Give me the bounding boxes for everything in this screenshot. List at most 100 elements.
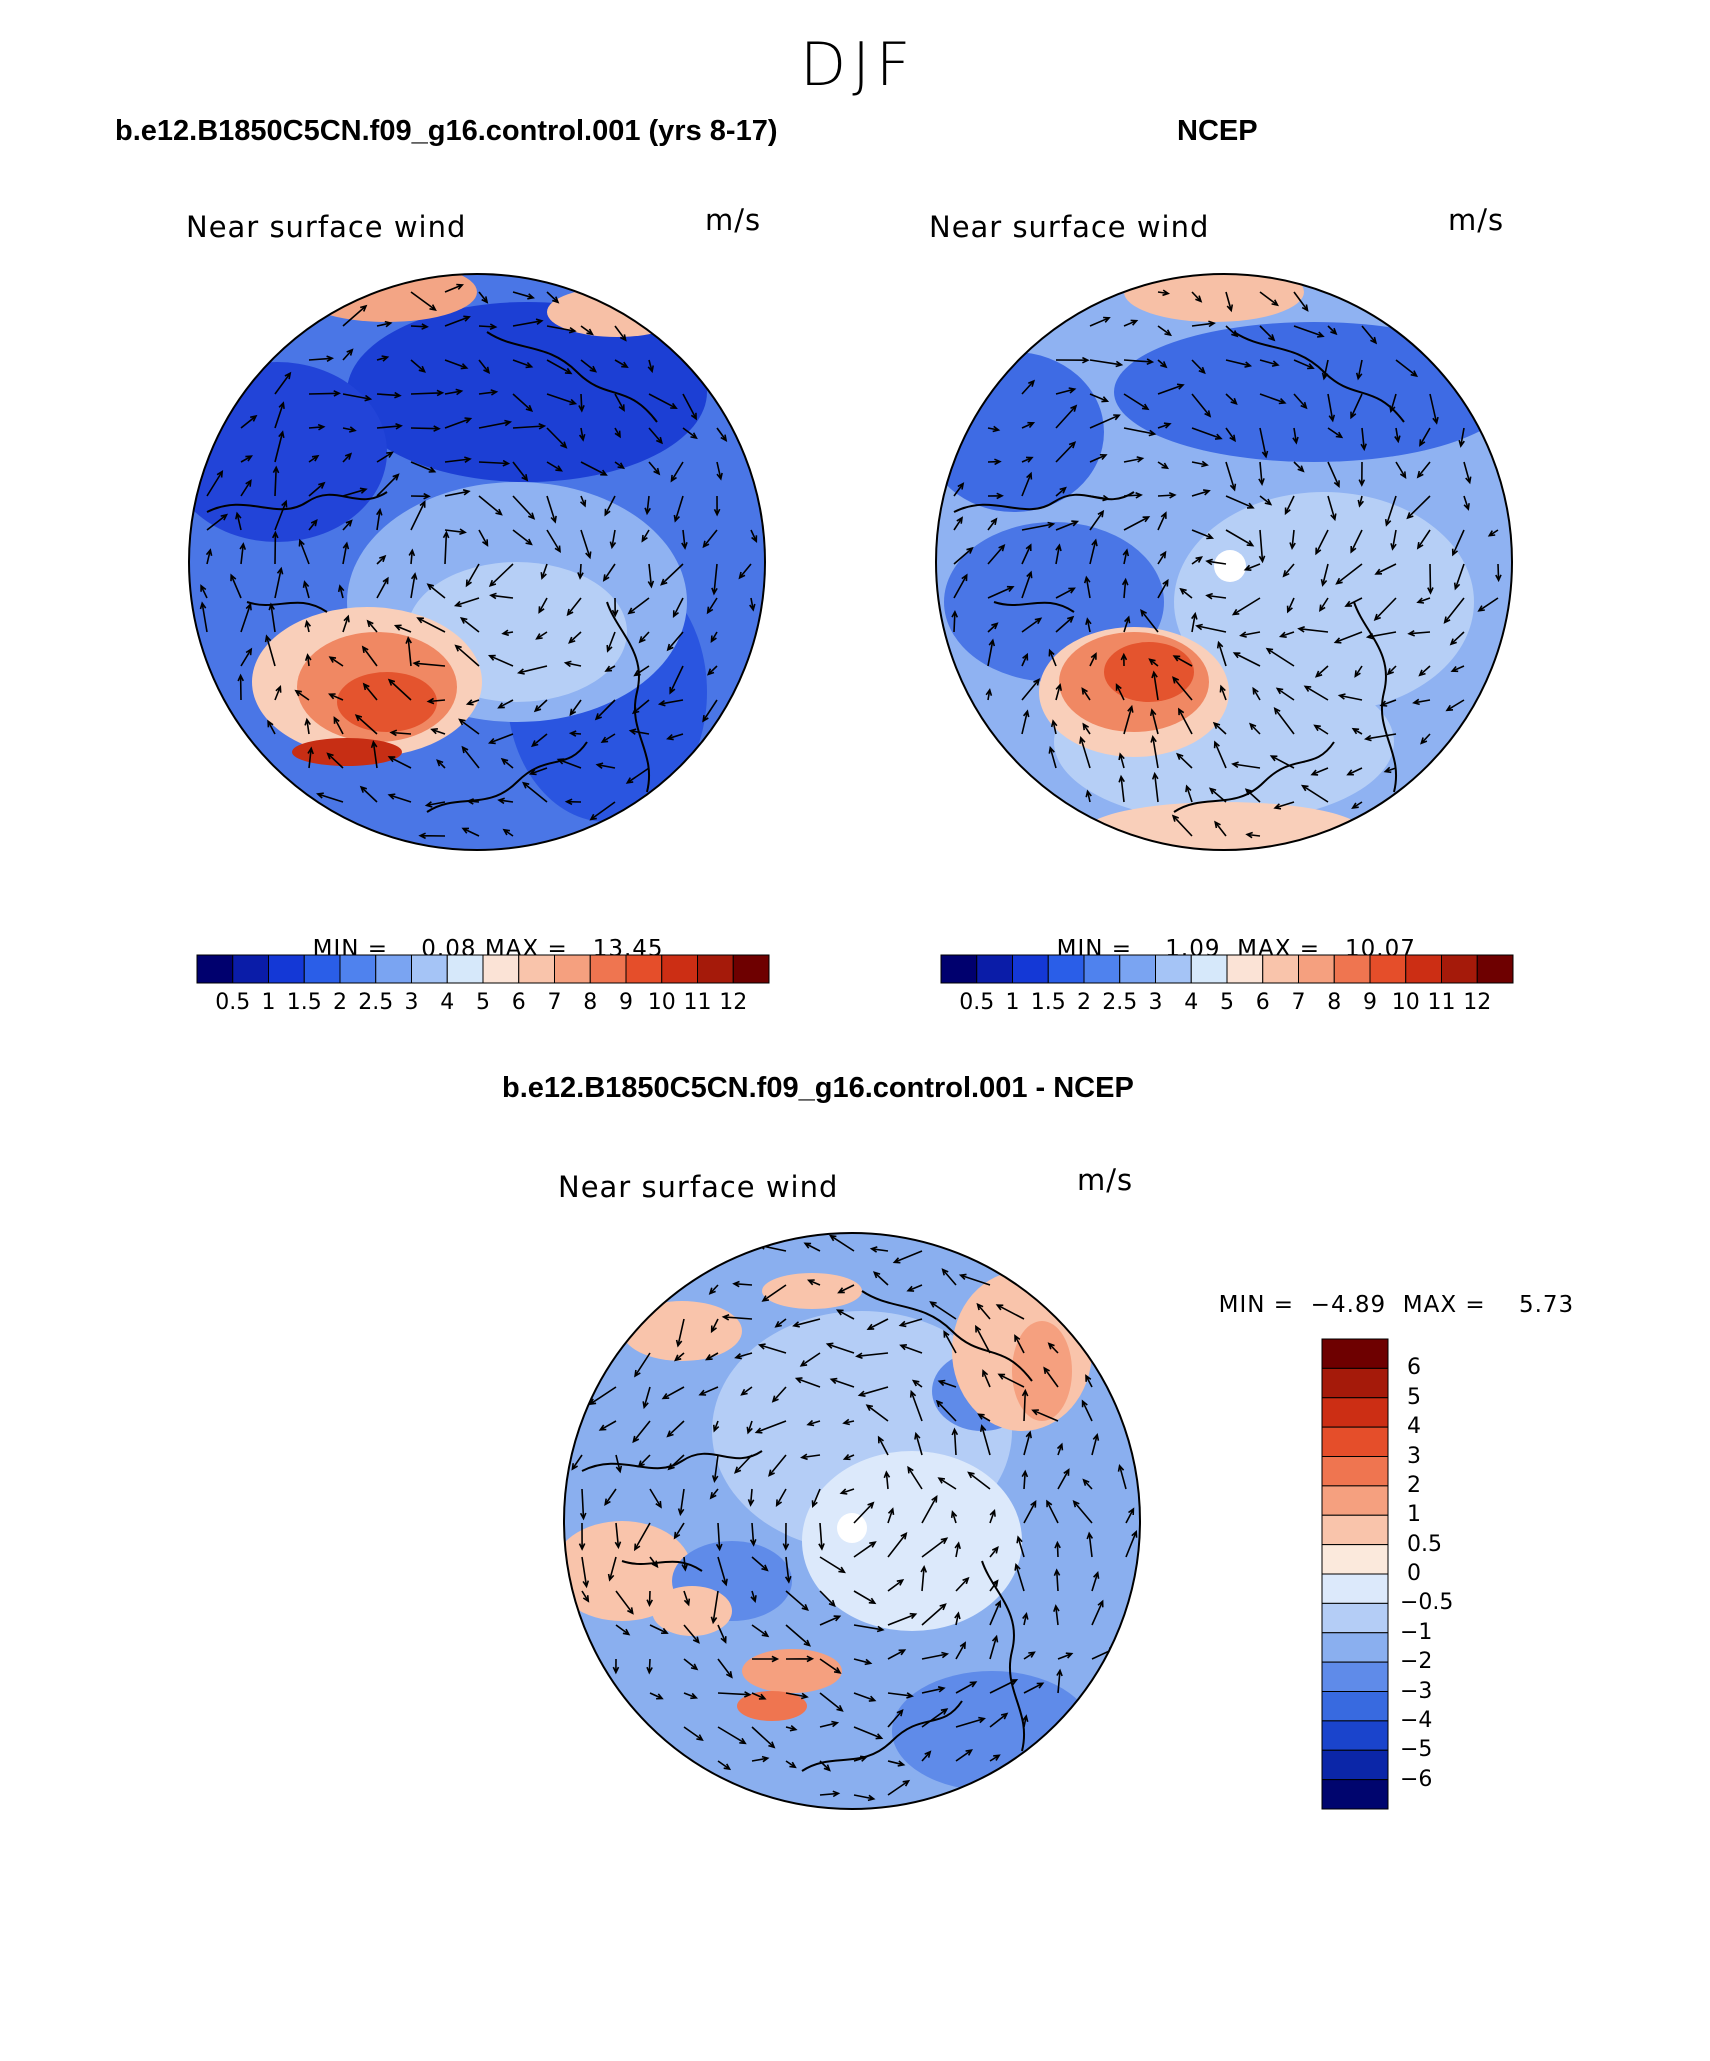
panel-2-field-label: Near surface wind xyxy=(929,210,1210,244)
wind-vector-arrow xyxy=(717,1556,728,1587)
colorbar-swatch xyxy=(1405,954,1442,984)
wind-vector-arrow xyxy=(713,1420,720,1433)
wind-vector-arrow xyxy=(410,572,418,599)
panel-3-units: m/s xyxy=(1077,1163,1134,1197)
colorbar-tick-label: 6 xyxy=(511,990,526,1015)
colorbar-swatch xyxy=(1012,954,1049,984)
wind-vector-arrow xyxy=(1293,359,1315,370)
wind-vector-arrow xyxy=(1157,491,1177,499)
wind-vector-arrow xyxy=(1420,733,1431,745)
wind-vector-arrow xyxy=(1157,422,1172,429)
wind-vector-arrow xyxy=(568,631,582,644)
wind-vector-arrow xyxy=(1178,707,1193,735)
wind-vector-arrow xyxy=(887,1612,918,1626)
wind-vector-arrow xyxy=(521,781,548,803)
wind-vector-arrow xyxy=(546,529,561,554)
wind-vector-arrow xyxy=(1365,631,1397,640)
wind-vector-arrow xyxy=(717,1624,727,1644)
wind-vector-arrow xyxy=(1072,1500,1093,1524)
wind-vector-arrow xyxy=(1292,427,1299,445)
wind-vector-arrow xyxy=(710,1318,719,1334)
wind-vector-arrow xyxy=(1212,721,1227,735)
wind-vector-arrow xyxy=(1089,509,1105,531)
colorbar-tick-label: 5 xyxy=(476,990,490,1015)
wind-vector-arrow xyxy=(734,1454,753,1474)
wind-vector-arrow xyxy=(1023,1682,1045,1694)
wind-vector-arrow xyxy=(649,1556,659,1569)
panel-1-field-label: Near surface wind xyxy=(186,210,467,244)
wind-vector-arrow xyxy=(1225,461,1237,492)
wind-vector-arrow xyxy=(749,597,756,612)
wind-vector-arrow xyxy=(672,597,684,618)
wind-vector-arrow xyxy=(1123,704,1134,735)
wind-vector-arrow xyxy=(274,684,282,701)
wind-vector-arrow xyxy=(1191,393,1212,418)
wind-vector-arrow xyxy=(954,1541,961,1558)
wind-vector-arrow xyxy=(883,1470,891,1490)
colorbar-tick-label: 10 xyxy=(1391,990,1420,1015)
wind-vector-arrow xyxy=(853,1541,877,1558)
wind-vector-arrow xyxy=(751,1755,770,1763)
wind-vector-arrow xyxy=(853,1755,868,1762)
wind-vector-arrow xyxy=(268,602,276,633)
wind-vector-arrow xyxy=(877,1435,889,1456)
wind-vector-arrow xyxy=(1495,563,1502,583)
wind-vector-arrow xyxy=(1089,538,1098,565)
wind-vector-arrow xyxy=(857,1386,889,1397)
wind-vector-arrow xyxy=(1191,359,1206,375)
colorbar-tick-label: 1 xyxy=(261,990,276,1015)
wind-vector-arrow xyxy=(669,665,684,695)
wind-vector-arrow xyxy=(995,1304,1025,1320)
wind-vector-arrow xyxy=(1125,1507,1135,1524)
wind-vector-arrow xyxy=(702,699,718,723)
wind-vector-arrow xyxy=(1157,578,1169,599)
wind-vector-arrow xyxy=(1213,740,1227,769)
wind-vector-arrow xyxy=(702,529,718,549)
wind-vector-arrow xyxy=(1458,427,1465,448)
wind-vector-arrow xyxy=(976,1302,991,1320)
wind-vector-arrow xyxy=(682,427,698,440)
wind-vector-arrow xyxy=(681,1556,689,1572)
wind-vector-arrow xyxy=(538,597,548,614)
wind-vector-arrow xyxy=(512,291,535,300)
wind-vector-arrow xyxy=(326,752,344,769)
panel-1-colorbar-ticks: 0.5 1 1.5 2 2.5 3 4 5 6 7 8 9 10 11 12 xyxy=(197,990,769,1020)
wind-vector-arrow xyxy=(240,602,252,633)
wind-vector-arrow xyxy=(1125,1529,1138,1558)
wind-vector-arrow xyxy=(647,563,655,589)
wind-vector-arrow xyxy=(1216,640,1227,667)
wind-vector-arrow xyxy=(649,1488,662,1509)
wind-vector-arrow xyxy=(1463,495,1470,511)
wind-vector-arrow xyxy=(706,665,718,676)
wind-vector-arrow xyxy=(478,459,511,467)
wind-vector-arrow xyxy=(706,597,718,615)
wind-vector-arrow xyxy=(989,1634,999,1660)
wind-vector-arrow xyxy=(715,1522,723,1552)
panel-3-max-label: MAX = xyxy=(1402,1292,1486,1318)
wind-vector-arrow xyxy=(410,461,437,473)
wind-vector-arrow xyxy=(1150,734,1159,769)
wind-vector-arrow xyxy=(1278,631,1295,638)
colorbar-tick-label: 0.5 xyxy=(215,990,251,1015)
wind-vector-arrow xyxy=(240,414,258,429)
wind-vector-arrow xyxy=(1031,1409,1059,1422)
wind-vector-arrow xyxy=(683,1624,700,1644)
wind-vector-arrow xyxy=(206,513,229,531)
wind-vector-arrow xyxy=(1123,456,1145,463)
wind-vector-arrow xyxy=(376,507,383,531)
wind-vector-arrow xyxy=(1313,724,1329,735)
wind-vector-arrow xyxy=(819,1692,844,1712)
wind-vector-arrow xyxy=(987,517,998,531)
wind-vector-arrow xyxy=(1327,427,1344,439)
wind-vector-arrow xyxy=(1337,693,1363,701)
wind-vector-arrow xyxy=(1086,1531,1094,1558)
wind-vector-arrow xyxy=(342,614,350,633)
wind-vector-arrow xyxy=(1390,529,1397,551)
wind-vector-arrow xyxy=(304,619,312,633)
wind-vector-arrow xyxy=(1021,521,1056,531)
wind-vector-arrow xyxy=(1149,708,1159,735)
wind-vector-arrow xyxy=(1157,325,1173,337)
colorbar-swatch xyxy=(1321,1426,1389,1457)
wind-vector-arrow xyxy=(1327,325,1338,336)
wind-vector-arrow xyxy=(1089,359,1124,368)
